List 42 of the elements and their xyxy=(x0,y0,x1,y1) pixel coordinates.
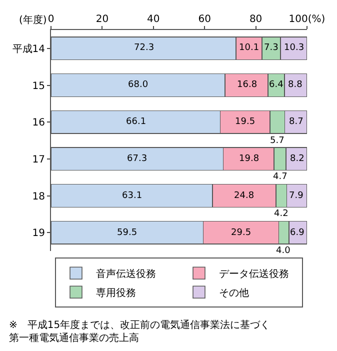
data-label: 72.3 xyxy=(134,43,154,53)
x-tick-label: 60 xyxy=(198,14,211,25)
data-label: 67.3 xyxy=(127,154,148,164)
legend-label: データ伝送役務 xyxy=(219,268,289,280)
text: ※ 平成15年度までは、改正前の電気通信事業法に基づく第一種電気通信事業の売上高 xyxy=(9,319,270,344)
data-label: 68.0 xyxy=(128,80,148,90)
data-label: 6.9 xyxy=(290,228,305,238)
data-label: 63.1 xyxy=(122,191,142,201)
data-label: 10.3 xyxy=(284,43,304,53)
data-label: 8.8 xyxy=(288,80,303,90)
y-axis-title: (年度) xyxy=(19,14,47,26)
x-tick-label: 80 xyxy=(249,14,262,25)
data-label: 19.8 xyxy=(239,154,260,164)
data-label: 24.8 xyxy=(234,191,254,201)
y-tick-label: 17 xyxy=(32,154,45,166)
y-tick-label: 18 xyxy=(32,191,45,202)
data-label: 8.7 xyxy=(289,117,304,127)
y-tick-label: 19 xyxy=(32,228,45,240)
legend-label: 音声伝送役務 xyxy=(96,268,156,280)
y-tick-label: 15 xyxy=(32,80,45,92)
x-tick-label: 20 xyxy=(96,14,109,25)
data-label: 4.2 xyxy=(274,209,288,219)
data-label: 10.1 xyxy=(239,43,260,53)
data-label: 4.0 xyxy=(276,246,291,256)
data-label: 5.7 xyxy=(270,136,284,146)
y-tick-label: 平成14 xyxy=(12,42,45,55)
legend-label: 専用役務 xyxy=(96,287,136,300)
data-label: 19.5 xyxy=(235,117,256,127)
data-label: 4.7 xyxy=(273,172,288,182)
data-label: 66.1 xyxy=(126,117,146,127)
data-label: 29.5 xyxy=(231,228,252,238)
data-label: 6.4 xyxy=(269,80,284,90)
data-label: 7.3 xyxy=(264,43,278,53)
data-label: 16.8 xyxy=(237,80,258,90)
x-tick-label: 100(%) xyxy=(288,14,326,25)
data-label: 7.9 xyxy=(289,191,304,201)
x-tick-label: 0 xyxy=(48,14,54,25)
x-tick-label: 40 xyxy=(147,14,160,25)
legend-label: その他 xyxy=(219,287,249,300)
y-tick-label: 16 xyxy=(32,118,45,129)
data-label: 8.2 xyxy=(290,154,304,164)
data-label: 59.5 xyxy=(117,228,138,238)
